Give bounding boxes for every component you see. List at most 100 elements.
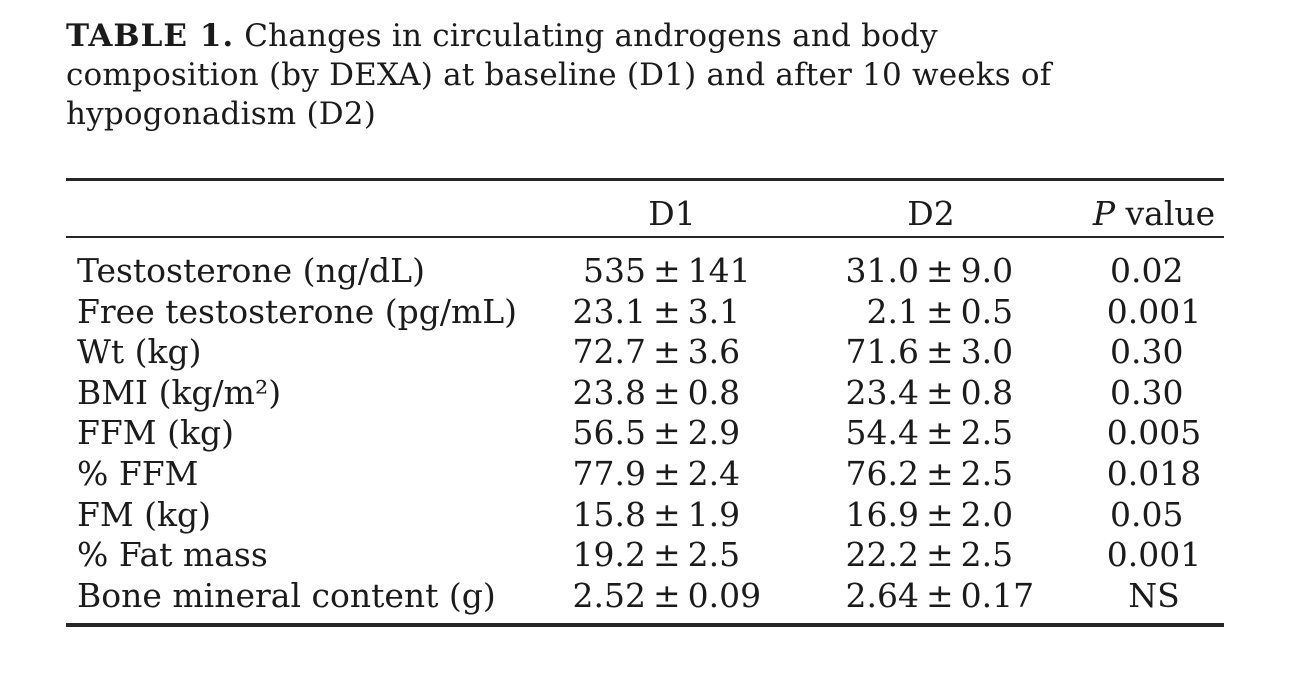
d1-value: 23.1 ±3.1	[506, 292, 798, 333]
p-value-cell: 0.005	[1084, 413, 1224, 454]
p-value: 0.001	[1106, 535, 1202, 575]
d2-value: 23.4 ±0.8	[798, 373, 1084, 414]
caption-line3: hypogonadism (D2)	[66, 96, 377, 132]
table-row: % FFM 77.9 ±2.4 76.2 ±2.5 0.018	[66, 454, 1224, 495]
row-label: % Fat mass	[77, 535, 268, 575]
plus-minus-sign: ±	[653, 575, 681, 615]
sd-value: 2.5	[687, 535, 741, 575]
sd-value: 2.5	[960, 453, 1014, 493]
d2-value: 22.2 ±2.5	[798, 535, 1084, 576]
table-row: BMI (kg/m²) 23.8 ±0.8 23.4 ±0.8 0.30	[66, 373, 1224, 414]
table-body: Testosterone (ng/dL) 535 ±141 31.0 ±9.0 0.…	[66, 238, 1224, 623]
mean-value: 56.5	[572, 413, 646, 453]
sd-value: 2.0	[960, 494, 1014, 534]
row-label: Wt (kg)	[77, 332, 202, 372]
column-header-p-value: P value	[1084, 194, 1224, 233]
d1-value: 23.8 ±0.8	[506, 373, 798, 414]
sd-value: 141	[687, 251, 751, 290]
plus-minus-sign: ±	[926, 251, 954, 290]
mean-value: 54.4	[845, 413, 919, 453]
mean-value: 72.7	[572, 332, 646, 372]
table-row: FM (kg) 15.8 ±1.9 16.9 ±2.0 0.05	[66, 495, 1224, 536]
d1-value: 535 ±141	[506, 251, 798, 292]
d1-value: 77.9 ±2.4	[506, 454, 798, 495]
d2-value: 16.9 ±2.0	[798, 495, 1084, 536]
row-label: BMI (kg/m²)	[77, 372, 282, 412]
row-label: Testosterone (ng/dL)	[77, 251, 425, 290]
d2-value: 76.2 ±2.5	[798, 454, 1084, 495]
plus-minus-sign: ±	[653, 453, 681, 493]
p-value: 0.02	[1110, 251, 1184, 290]
p-value-cell: 0.05	[1084, 495, 1224, 536]
data-table: D1 D2 P value Testosterone (ng/dL) 535 ±1…	[66, 178, 1224, 628]
plus-minus-sign: ±	[926, 494, 954, 534]
sd-value: 0.8	[960, 372, 1014, 412]
plus-minus-sign: ±	[926, 575, 954, 615]
sd-value: 2.4	[687, 453, 741, 493]
mean-value: 23.4	[845, 372, 919, 412]
d2-value: 2.1 ±0.5	[798, 292, 1084, 333]
sd-value: 9.0	[960, 251, 1014, 290]
p-value-cell: 0.018	[1084, 454, 1224, 495]
sd-value: 0.8	[687, 372, 741, 412]
p-value: 0.05	[1110, 494, 1184, 534]
d1-value: 56.5 ±2.9	[506, 413, 798, 454]
column-header-d1: D1	[648, 194, 696, 233]
table-header-row: D1 D2 P value	[66, 181, 1224, 236]
table-mid-rule	[66, 236, 1224, 238]
p-value-cell: 0.001	[1084, 292, 1224, 333]
plus-minus-sign: ±	[926, 332, 954, 372]
table-row: % Fat mass 19.2 ±2.5 22.2 ±2.5 0.001	[66, 535, 1224, 576]
plus-minus-sign: ±	[926, 535, 954, 575]
d2-value: 71.6 ±3.0	[798, 332, 1084, 373]
caption-number: TABLE 1.	[66, 18, 235, 54]
d1-value: 15.8 ±1.9	[506, 495, 798, 536]
caption-line1: Changes in circulating androgens and bod…	[244, 18, 938, 54]
p-value: 0.005	[1106, 413, 1202, 453]
d2-value: 31.0 ±9.0	[798, 251, 1084, 292]
mean-value: 76.2	[845, 453, 919, 493]
d2-value: 2.64 ±0.17	[798, 576, 1084, 617]
table-caption: TABLE 1. Changes in circulating androgens…	[66, 17, 1211, 134]
p-value-word: value	[1115, 194, 1216, 233]
sd-value: 2.5	[960, 413, 1014, 453]
sd-value: 0.17	[960, 575, 1035, 615]
mean-value: 535	[583, 251, 646, 290]
p-value-cell: NS	[1084, 576, 1224, 617]
plus-minus-sign: ±	[653, 494, 681, 534]
table-row: Bone mineral content (g) 2.52 ±0.09 2.64 ±…	[66, 576, 1224, 617]
sd-value: 3.1	[687, 291, 741, 331]
row-label: FFM (kg)	[77, 413, 234, 453]
plus-minus-sign: ±	[653, 413, 681, 453]
p-value-cell: 0.30	[1084, 373, 1224, 414]
sd-value: 3.6	[687, 332, 741, 372]
p-value: 0.001	[1106, 291, 1202, 331]
mean-value: 16.9	[845, 494, 919, 534]
mean-value: 19.2	[572, 535, 646, 575]
caption-line2: composition (by DEXA) at baseline (D1) a…	[66, 57, 1052, 93]
row-label: FM (kg)	[77, 494, 212, 534]
table-row: Wt (kg) 72.7 ±3.6 71.6 ±3.0 0.30	[66, 332, 1224, 373]
row-label: % FFM	[77, 453, 199, 493]
table-row: Testosterone (ng/dL) 535 ±141 31.0 ±9.0 0.…	[66, 251, 1224, 292]
p-value: 0.018	[1106, 453, 1202, 493]
plus-minus-sign: ±	[653, 372, 681, 412]
p-value: 0.30	[1110, 332, 1184, 372]
p-value: NS	[1128, 575, 1180, 615]
table-bottom-rule	[66, 623, 1224, 628]
table-row: FFM (kg) 56.5 ±2.9 54.4 ±2.5 0.005	[66, 413, 1224, 454]
sd-value: 0.09	[687, 575, 762, 615]
plus-minus-sign: ±	[653, 535, 681, 575]
mean-value: 2.1	[866, 291, 919, 331]
p-value-cell: 0.30	[1084, 332, 1224, 373]
mean-value: 23.8	[572, 372, 646, 412]
column-header-d2: D2	[907, 194, 955, 233]
d1-value: 19.2 ±2.5	[506, 535, 798, 576]
plus-minus-sign: ±	[653, 332, 681, 372]
p-value-cell: 0.02	[1084, 251, 1224, 292]
plus-minus-sign: ±	[926, 413, 954, 453]
plus-minus-sign: ±	[926, 291, 954, 331]
row-label: Bone mineral content (g)	[77, 575, 496, 615]
mean-value: 22.2	[845, 535, 919, 575]
mean-value: 31.0	[845, 251, 919, 290]
